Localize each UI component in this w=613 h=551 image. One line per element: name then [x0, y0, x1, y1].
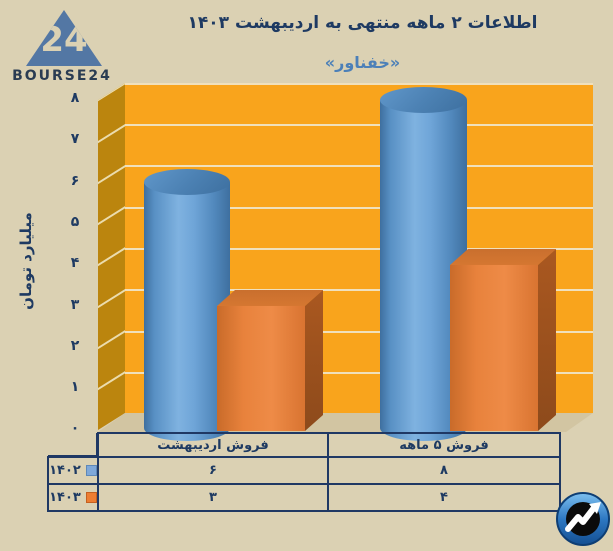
legend-swatch-1403-icon — [85, 492, 97, 503]
legend-item-1403: ۱۴۰۳ — [47, 483, 99, 512]
gridline-7 — [125, 124, 593, 126]
plot-side-wall — [98, 83, 125, 430]
table-corner-cell — [48, 433, 98, 457]
gridline-5 — [125, 207, 593, 209]
value-1402-ordibehesht: ۶ — [97, 456, 329, 485]
value-1403-ordibehesht: ۳ — [97, 483, 329, 512]
bar-1403-5month — [450, 249, 556, 431]
logo-brand-text: BOURSE24 — [12, 68, 112, 84]
data-table: فروش اردیبهشت فروش ۵ ماهه ۱۴۰۲ ۶ ۸ ۱۴۰۳ … — [47, 432, 561, 512]
y-tick-7: ۷ — [70, 131, 80, 147]
bar-1403-ordibehesht — [217, 290, 323, 431]
legend-label-1402: ۱۴۰۲ — [49, 463, 81, 478]
y-axis-title: میلیارد تومان — [17, 212, 35, 310]
bourse24-badge-icon — [555, 491, 611, 547]
ticker-subtitle: «خفناور» — [324, 53, 401, 72]
logo-triangle-icon: 24 — [26, 10, 102, 66]
gridline-6 — [125, 165, 593, 167]
legend-swatch-1402-icon — [85, 465, 97, 476]
bourse24-logo: 24 BOURSE24 — [10, 6, 114, 84]
gridline-8 — [125, 83, 593, 85]
gridline-1 — [125, 372, 593, 374]
y-tick-5: ۵ — [70, 214, 80, 230]
y-tick-3: ۳ — [70, 297, 80, 313]
y-tick-8: ۸ — [70, 90, 80, 106]
logo-number: 24 — [40, 20, 88, 60]
bar-1402-ordibehesht — [144, 169, 230, 441]
y-tick-0: ۰ — [70, 420, 80, 436]
gridline-3 — [125, 289, 593, 291]
legend-item-1402: ۱۴۰۲ — [47, 456, 99, 485]
y-tick-6: ۶ — [70, 173, 80, 189]
y-tick-2: ۲ — [70, 338, 80, 354]
page-title: اطلاعات ۲ ماهه منتهی به اردیبهشت ۱۴۰۳ — [187, 13, 538, 33]
value-1403-5month: ۴ — [327, 483, 561, 512]
category-header-5month: فروش ۵ ماهه — [327, 432, 561, 458]
value-1402-5month: ۸ — [327, 456, 561, 485]
y-tick-1: ۱ — [70, 379, 80, 395]
legend-label-1403: ۱۴۰۳ — [49, 490, 81, 505]
gridline-4 — [125, 248, 593, 250]
y-tick-4: ۴ — [70, 255, 80, 271]
gridline-2 — [125, 331, 593, 333]
category-header-ordibehesht: فروش اردیبهشت — [97, 432, 329, 458]
